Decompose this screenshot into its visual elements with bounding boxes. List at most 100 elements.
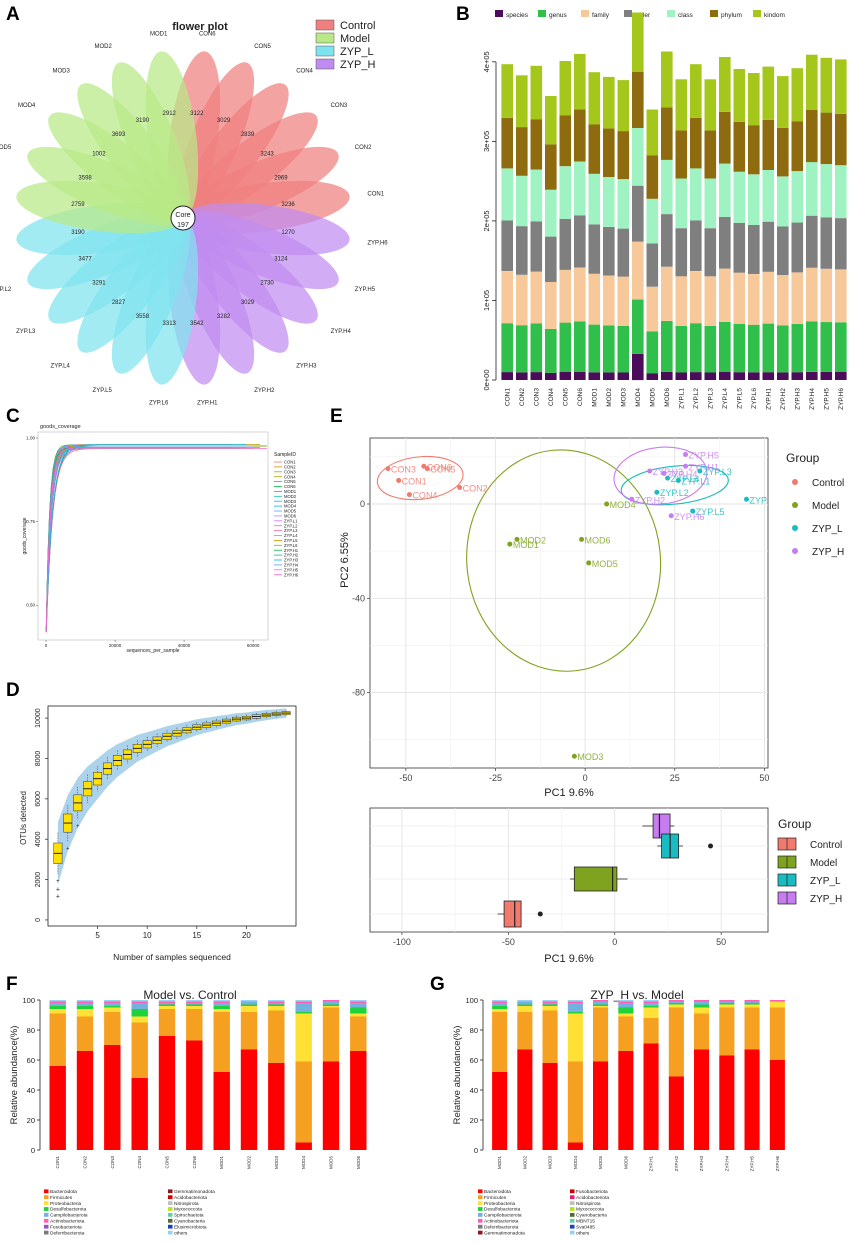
bar-segment-genus [574, 321, 586, 372]
bar-segment-genus [820, 322, 833, 372]
coverage-curve-mod5 [45, 447, 260, 633]
y-tick-label: 80 [27, 1026, 35, 1035]
petal-value: 2827 [112, 300, 126, 306]
chart-title: ZYP_H vs. Model [590, 988, 683, 1002]
bar-segment-actinobacteriota [492, 1001, 508, 1003]
legend-label: Elusimicrobiota [174, 1224, 207, 1230]
legend-label: ZYP_L [812, 524, 843, 535]
petal-value: 2759 [71, 202, 85, 208]
bar-segment-desulfobacterota [719, 1003, 735, 1005]
bar-segment-proteobacteria [744, 1004, 760, 1008]
bar-segment-desulfobacterota [517, 1004, 533, 1006]
x-tick-label: MOD3 [274, 1156, 279, 1169]
point-label: ZYP.L2 [660, 488, 689, 498]
point-con3 [385, 466, 391, 472]
chart-title: Model vs. Control [143, 988, 236, 1002]
bar-segment-phylum [777, 127, 789, 177]
legend-label: kindom [764, 12, 785, 19]
bar-segment-actinobacteriota [186, 1001, 203, 1003]
bar-segment-firmicutes [668, 1007, 684, 1077]
petal-value: 3558 [136, 314, 150, 320]
y-tick-label: 4e+05 [482, 51, 491, 72]
bar-segment-kindom [530, 65, 543, 120]
bar-segment-class [646, 198, 659, 244]
bar-segment-species [501, 372, 513, 380]
point-label: ZYP.H1 [689, 462, 719, 472]
bar-segment-genus [762, 323, 775, 373]
y-tick-label: 100 [465, 996, 478, 1005]
legend-swatch-others [570, 1230, 575, 1235]
legend-label: Control [340, 20, 375, 32]
legend-swatch-nitrospirota [570, 1201, 575, 1205]
bar-segment-firmicutes [322, 1007, 340, 1062]
petal-value: 3122 [190, 111, 204, 117]
bar-segment-bacteroidota [240, 1049, 258, 1150]
x-tick-label: 5 [95, 931, 100, 940]
bar-segment-bacteroidota [542, 1063, 558, 1150]
bar-segment-family [516, 274, 528, 326]
bar-segment-proteobacteria [593, 1006, 609, 1008]
legend-label: Myxococcota [174, 1207, 202, 1213]
bar-segment-actinobacteriota [49, 1001, 66, 1003]
bar-segment-actinobacteriota [158, 1001, 176, 1003]
bar-segment-firmicutes [240, 1012, 258, 1050]
bar-segment-order [820, 217, 833, 269]
bar-segment-desulfobacterota [186, 1004, 203, 1006]
x-tick-label: CON4 [137, 1156, 142, 1169]
legend-label: Model [340, 33, 370, 45]
bar-segment-bacteroidota [268, 1063, 285, 1150]
bar-segment-kindom [646, 109, 659, 156]
legend-label: ZYP.L3 [284, 528, 298, 533]
x-axis-label: PC1 9.6% [544, 953, 594, 965]
bar-segment-species [516, 372, 528, 380]
bar-segment-species [545, 372, 557, 380]
x-tick-label: MOD2 [522, 1156, 527, 1169]
petal-value: 3313 [163, 321, 177, 327]
bar-segment-kindom [777, 76, 789, 128]
bar-segment-proteobacteria [49, 1009, 66, 1014]
legend-label: CON6 [284, 484, 296, 489]
bar-segment-class [820, 164, 833, 218]
bar-segment-campilobacterota [104, 1003, 121, 1006]
bar-segment-phylum [559, 115, 572, 167]
bar-segment-species [719, 371, 731, 380]
bar-segment-desulfobacterota [542, 1004, 558, 1006]
point-label: MOD6 [585, 535, 611, 545]
bar-segment-desulfobacterota [49, 1006, 66, 1009]
bar-segment-bacteroidota [567, 1142, 583, 1150]
x-tick-label: MOD1 [591, 388, 598, 407]
x-tick-label: ZYP.H2 [780, 388, 787, 410]
bar-segment-genus [501, 323, 513, 373]
bar-segment-family [632, 241, 644, 300]
bar-segment-class [530, 169, 543, 222]
legend-swatch-kindom [753, 10, 761, 17]
bar-segment-kindom [516, 75, 528, 128]
point-label: ZYP.L4 [671, 474, 700, 484]
bar-segment-order [762, 221, 775, 272]
x-tick-label: MOD6 [356, 1156, 361, 1169]
bar-segment-phylum [704, 130, 717, 179]
bar-segment-campilobacterota [350, 1003, 367, 1008]
bar-segment-family [574, 267, 586, 322]
legend-label: Cyanobacteria [174, 1219, 205, 1225]
x-tick-label: 60000 [247, 643, 260, 648]
bar-segment-actinobacteriota [295, 1001, 312, 1003]
legend-key-model [792, 502, 798, 508]
x-tick-label: CON2 [519, 388, 526, 406]
petal-value: 1002 [92, 152, 106, 158]
petal-sample-label: CON3 [331, 103, 348, 109]
point-label: CON6 [427, 462, 452, 472]
bar-segment-actinobacteriota [769, 1000, 785, 1002]
x-tick-label: MOD6 [664, 388, 671, 407]
bar-segment-desulfobacterota [593, 1004, 609, 1006]
legend-label: Cyanobacteria [576, 1213, 607, 1219]
bar-segment-bacteroidota [158, 1036, 176, 1150]
legend-swatch-gemmatimonadota [168, 1189, 173, 1194]
panel-letter-d: D [6, 680, 20, 701]
core-label: Core [175, 212, 190, 219]
y-tick-label: 80 [470, 1026, 478, 1035]
legend-swatch-species [495, 10, 503, 17]
bar-segment-class [588, 173, 601, 225]
bar-segment-firmicutes [295, 1061, 312, 1143]
bar-segment-campilobacterota [322, 1001, 340, 1005]
